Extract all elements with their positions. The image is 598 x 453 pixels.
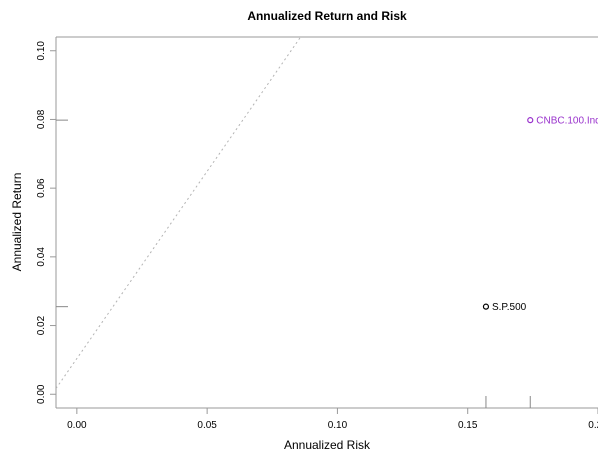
x-tick-label: 0.15	[458, 420, 478, 431]
point-labels: S.P.500 CNBC.100.Index	[492, 116, 598, 314]
data-point	[527, 117, 534, 124]
data-point-label: CNBC.100.Index	[536, 116, 598, 127]
x-axis-ticks: 0.00 0.05 0.10 0.15 0.20	[67, 408, 598, 431]
y-tick-label: 0.00	[36, 384, 47, 404]
x-tick-label: 0.00	[67, 420, 87, 431]
x-tick-label: 0.05	[197, 420, 217, 431]
y-tick-label: 0.02	[36, 315, 47, 335]
y-tick-label: 0.08	[36, 109, 47, 129]
plot-area	[56, 37, 534, 408]
chart-title: Annualized Return and Risk	[247, 9, 407, 23]
x-tick-label: 0.20	[588, 420, 598, 431]
y-tick-label: 0.10	[36, 41, 47, 61]
x-axis-label: Annualized Risk	[284, 438, 371, 452]
y-tick-label: 0.06	[36, 178, 47, 198]
x-tick-label: 0.10	[328, 420, 348, 431]
data-point-label: S.P.500	[492, 302, 527, 313]
data-point	[482, 303, 490, 310]
y-tick-label: 0.04	[36, 247, 47, 267]
y-axis-label: Annualized Return	[10, 173, 24, 272]
y-axis-ticks: 0.00 0.02 0.04 0.06 0.08 0.10	[36, 41, 56, 404]
reference-line	[56, 37, 302, 389]
